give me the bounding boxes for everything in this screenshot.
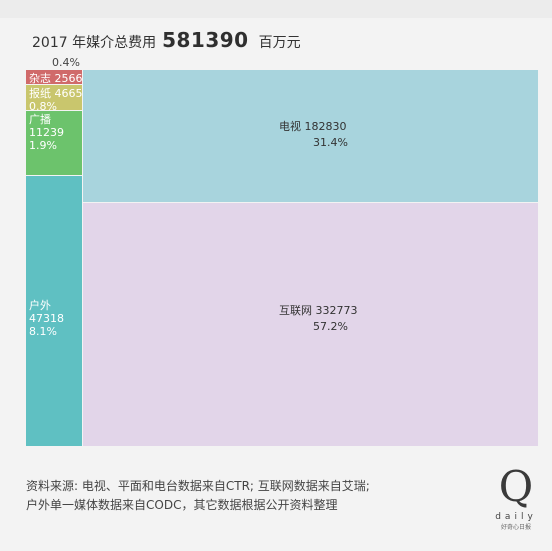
tile-radio-label-1: 11239 bbox=[29, 126, 64, 140]
tile-outdoor-label-0: 户外 bbox=[29, 299, 51, 313]
tile-internet: 互联网 332773 57.2% bbox=[83, 203, 538, 446]
treemap-chart: 杂志 2566 报纸 4665 0.8% 广播 11239 1.9% 户外 47… bbox=[26, 70, 538, 446]
source-line-1: 资料来源: 电视、平面和电台数据来自CTR; 互联网数据来自艾瑞; bbox=[26, 479, 370, 493]
logo-q-icon: Q bbox=[498, 462, 534, 511]
tile-outdoor-label-1: 47318 bbox=[29, 312, 64, 326]
tile-radio-label-2: 1.9% bbox=[29, 139, 57, 153]
title-total: 581390 bbox=[162, 28, 249, 52]
tile-tv-label-0: 电视 182830 bbox=[279, 119, 347, 133]
tile-radio-label-0: 广播 bbox=[29, 113, 51, 127]
logo-subtitle: 好奇心日报 bbox=[500, 524, 531, 531]
tile-internet-label-1: 57.2% bbox=[313, 320, 348, 334]
title-prefix: 2017 年媒介总费用 bbox=[32, 35, 157, 51]
tile-tv: 电视 182830 31.4% bbox=[83, 70, 538, 204]
logo-wordmark: daily bbox=[495, 512, 537, 522]
top-bar bbox=[0, 0, 552, 18]
title-unit: 百万元 bbox=[258, 35, 301, 51]
tile-newspaper-label-0: 报纸 4665 bbox=[29, 86, 83, 100]
tile-newspaper-label-1: 0.8% bbox=[29, 99, 57, 112]
tile-outdoor-label-2: 8.1% bbox=[29, 325, 57, 339]
tile-outdoor: 户外 47318 8.1% bbox=[26, 175, 83, 446]
magazine-outside-label: 0.4% bbox=[52, 56, 80, 69]
chart-title: 2017 年媒介总费用 581390 百万元 bbox=[32, 28, 301, 52]
tile-newspaper: 报纸 4665 0.8% bbox=[26, 84, 83, 112]
tile-tv-label-1: 31.4% bbox=[313, 135, 348, 149]
qdaily-logo: Q daily 好奇心日报 bbox=[492, 462, 540, 538]
tile-internet-label-0: 互联网 332773 bbox=[279, 304, 358, 318]
source-line-2: 户外单一媒体数据来自CODC，其它数据根据公开资料整理 bbox=[26, 498, 338, 512]
tile-radio: 广播 11239 1.9% bbox=[26, 111, 83, 176]
tile-magazine: 杂志 2566 bbox=[26, 70, 83, 85]
source-note: 资料来源: 电视、平面和电台数据来自CTR; 互联网数据来自艾瑞; 户外单一媒体… bbox=[26, 477, 466, 515]
tile-magazine-label-0: 杂志 2566 bbox=[29, 72, 83, 85]
